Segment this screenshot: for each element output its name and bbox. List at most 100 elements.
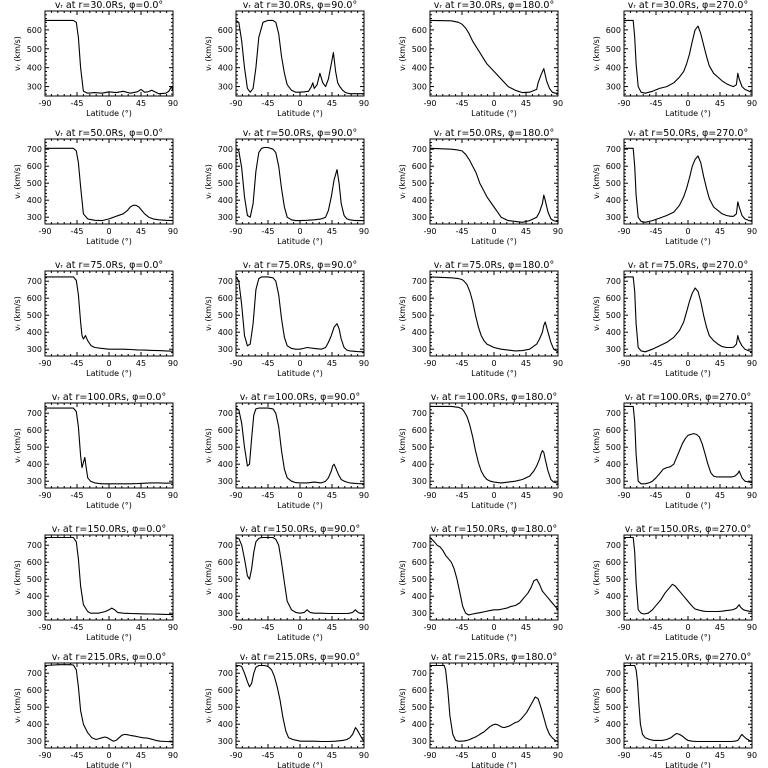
x-tick-label: 45 xyxy=(136,359,146,368)
plot-frame xyxy=(235,402,365,489)
y-tick-label: 700 xyxy=(27,145,42,154)
y-tick-label: 700 xyxy=(27,277,42,286)
y-axis-label: vᵣ (km/s) xyxy=(592,560,601,595)
x-tick-label: -90 xyxy=(229,623,242,632)
x-tick-label: 45 xyxy=(715,491,725,500)
y-tick-label: 400 xyxy=(27,720,42,729)
vr-series-line xyxy=(624,276,752,353)
y-tick-label: 600 xyxy=(606,558,621,567)
x-tick-label: 45 xyxy=(715,751,725,760)
y-tick-label: 700 xyxy=(606,541,621,550)
x-axis-label: Latitude (°) xyxy=(471,761,517,768)
x-tick-label: 90 xyxy=(359,359,369,368)
y-tick-label: 600 xyxy=(218,426,233,435)
x-tick-label: -90 xyxy=(38,623,51,632)
y-tick-label: 400 xyxy=(412,592,427,601)
x-tick-label: -45 xyxy=(649,359,662,368)
y-tick-label: 300 xyxy=(412,345,427,354)
x-tick-label: 0 xyxy=(491,99,496,108)
y-tick-label: 400 xyxy=(606,64,621,73)
x-axis-label: Latitude (°) xyxy=(665,501,711,510)
y-axis-label: vᵣ (km/s) xyxy=(398,36,407,71)
y-tick-label: 500 xyxy=(412,443,427,452)
x-tick-label: 0 xyxy=(685,99,690,108)
x-tick-label: 45 xyxy=(136,99,146,108)
x-tick-label: -45 xyxy=(70,751,83,760)
y-tick-label: 300 xyxy=(218,213,233,222)
panel-title: vᵣ at r=30.0Rs, φ=0.0° xyxy=(55,0,163,11)
plot-frame xyxy=(623,402,753,489)
x-tick-label: -45 xyxy=(649,99,662,108)
panel-title: vᵣ at r=100.0Rs, φ=270.0° xyxy=(625,392,752,403)
y-tick-label: 700 xyxy=(27,541,42,550)
y-tick-label: 300 xyxy=(218,609,233,618)
y-tick-label: 700 xyxy=(412,145,427,154)
x-tick-label: 90 xyxy=(359,751,369,760)
y-tick-label: 500 xyxy=(218,575,233,584)
y-tick-label: 600 xyxy=(412,26,427,35)
x-tick-label: 90 xyxy=(359,491,369,500)
x-tick-label: 0 xyxy=(297,751,302,760)
x-tick-label: 45 xyxy=(327,751,337,760)
panel-title: vᵣ at r=30.0Rs, φ=270.0° xyxy=(628,0,748,11)
y-tick-label: 700 xyxy=(218,277,233,286)
x-tick-label: 45 xyxy=(521,99,531,108)
x-tick-label: -45 xyxy=(261,99,274,108)
panel-title: vᵣ at r=150.0Rs, φ=180.0° xyxy=(431,524,558,535)
x-tick-label: 0 xyxy=(685,359,690,368)
y-tick-label: 300 xyxy=(606,83,621,92)
panel-title: vᵣ at r=30.0Rs, φ=180.0° xyxy=(434,0,554,11)
x-tick-label: -45 xyxy=(455,359,468,368)
y-tick-label: 400 xyxy=(218,460,233,469)
x-tick-label: 45 xyxy=(136,623,146,632)
y-tick-label: 500 xyxy=(606,45,621,54)
x-tick-label: -45 xyxy=(455,751,468,760)
x-axis-label: Latitude (°) xyxy=(665,761,711,768)
x-tick-label: 90 xyxy=(359,227,369,236)
x-tick-label: 0 xyxy=(491,623,496,632)
x-tick-label: 90 xyxy=(168,227,178,236)
x-tick-label: 0 xyxy=(106,227,111,236)
x-tick-label: 90 xyxy=(553,491,563,500)
panel-1-1: vᵣ at r=50.0Rs, φ=90.0° -90 -45 0 45 90 300 400… xyxy=(204,128,369,246)
y-tick-label: 400 xyxy=(27,592,42,601)
y-tick-label: 400 xyxy=(218,720,233,729)
y-tick-label: 400 xyxy=(218,592,233,601)
vr-series-line xyxy=(45,664,173,743)
x-tick-label: -90 xyxy=(229,751,242,760)
y-tick-label: 600 xyxy=(412,426,427,435)
y-tick-label: 600 xyxy=(218,558,233,567)
plot-frame xyxy=(44,270,174,357)
panel-3-1: vᵣ at r=100.0Rs, φ=90.0° -90 -45 0 45 90 300 40… xyxy=(204,392,369,510)
panel-title: vᵣ at r=150.0Rs, φ=0.0° xyxy=(52,524,166,535)
y-tick-label: 700 xyxy=(606,277,621,286)
y-tick-label: 500 xyxy=(27,179,42,188)
y-tick-label: 600 xyxy=(27,558,42,567)
x-tick-label: 0 xyxy=(297,227,302,236)
x-tick-label: -45 xyxy=(261,359,274,368)
x-axis-label: Latitude (°) xyxy=(86,237,132,246)
y-axis-label: vᵣ (km/s) xyxy=(204,688,213,723)
vr-series-line xyxy=(45,536,173,616)
y-tick-label: 500 xyxy=(606,703,621,712)
vr-series-line xyxy=(430,147,558,223)
x-axis-label: Latitude (°) xyxy=(665,109,711,118)
vr-series-line xyxy=(236,536,364,615)
y-tick-label: 500 xyxy=(412,179,427,188)
x-tick-label: 0 xyxy=(297,359,302,368)
vr-series-line xyxy=(236,664,364,743)
y-tick-label: 500 xyxy=(218,179,233,188)
vr-series-line xyxy=(430,276,558,353)
vr-series-line xyxy=(236,19,364,95)
y-tick-label: 300 xyxy=(412,477,427,486)
y-tick-label: 600 xyxy=(606,426,621,435)
y-tick-label: 500 xyxy=(27,703,42,712)
x-tick-label: 45 xyxy=(715,227,725,236)
x-tick-label: 0 xyxy=(106,623,111,632)
x-tick-label: 45 xyxy=(521,227,531,236)
x-tick-label: 90 xyxy=(553,751,563,760)
x-axis-label: Latitude (°) xyxy=(277,237,323,246)
x-tick-label: 45 xyxy=(327,623,337,632)
y-tick-label: 300 xyxy=(27,83,42,92)
y-axis-label: vᵣ (km/s) xyxy=(592,164,601,199)
